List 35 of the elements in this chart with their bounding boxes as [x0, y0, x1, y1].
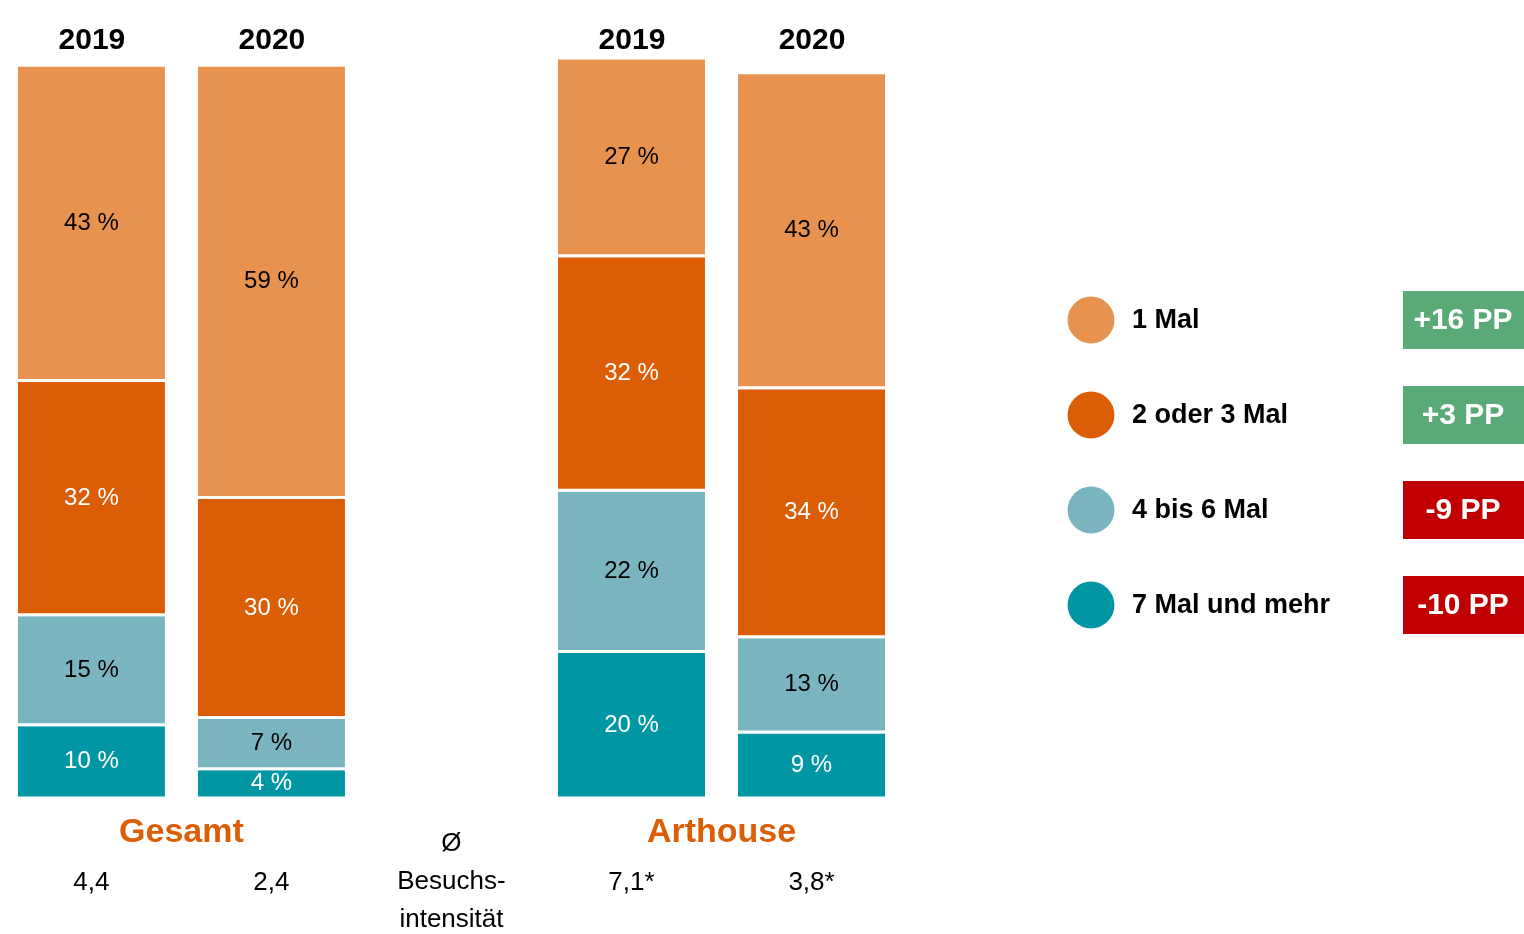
text: -10 PP [1417, 587, 1509, 620]
legend-label: 1 Mal [1132, 304, 1200, 334]
text: 4,4 [73, 866, 110, 896]
text: 2,4 [253, 866, 290, 896]
data-label: 43 % [784, 215, 839, 243]
data-label: 59 % [244, 266, 299, 294]
data-label: 15 % [64, 654, 119, 682]
text: 3,8* [788, 866, 835, 896]
data-label: 20 % [604, 709, 659, 737]
data-label: 27 % [604, 141, 659, 169]
text: +3 PP [1421, 397, 1505, 430]
text: Gesamt [119, 811, 244, 849]
data-label: 34 % [784, 497, 839, 525]
legend-label: 4 bis 6 Mal [1132, 494, 1269, 524]
data-label: 43 % [64, 207, 119, 235]
text: 7,1* [608, 866, 655, 896]
data-label: 10 % [64, 746, 119, 774]
legend-label: 2 oder 3 Mal [1132, 399, 1289, 429]
data-label: 32 % [604, 358, 659, 386]
x-tick-label: 2020 [238, 21, 306, 55]
text: +16 PP [1413, 302, 1513, 335]
data-label: 7 % [250, 728, 293, 756]
data-label: 4 % [250, 768, 293, 796]
data-label: 22 % [604, 555, 659, 583]
text: Ø Besuchs- intensität [397, 827, 506, 933]
text: Arthouse [646, 811, 797, 849]
data-label: 9 % [790, 750, 833, 778]
x-tick-label: 2020 [778, 21, 846, 55]
legend-label: 7 Mal und mehr [1132, 589, 1331, 619]
text: -9 PP [1425, 492, 1501, 525]
data-label: 30 % [244, 592, 299, 620]
data-label: 13 % [784, 669, 839, 697]
x-tick-label: 2019 [58, 21, 126, 55]
x-tick-label: 2019 [598, 21, 666, 55]
data-label: 32 % [64, 482, 119, 510]
